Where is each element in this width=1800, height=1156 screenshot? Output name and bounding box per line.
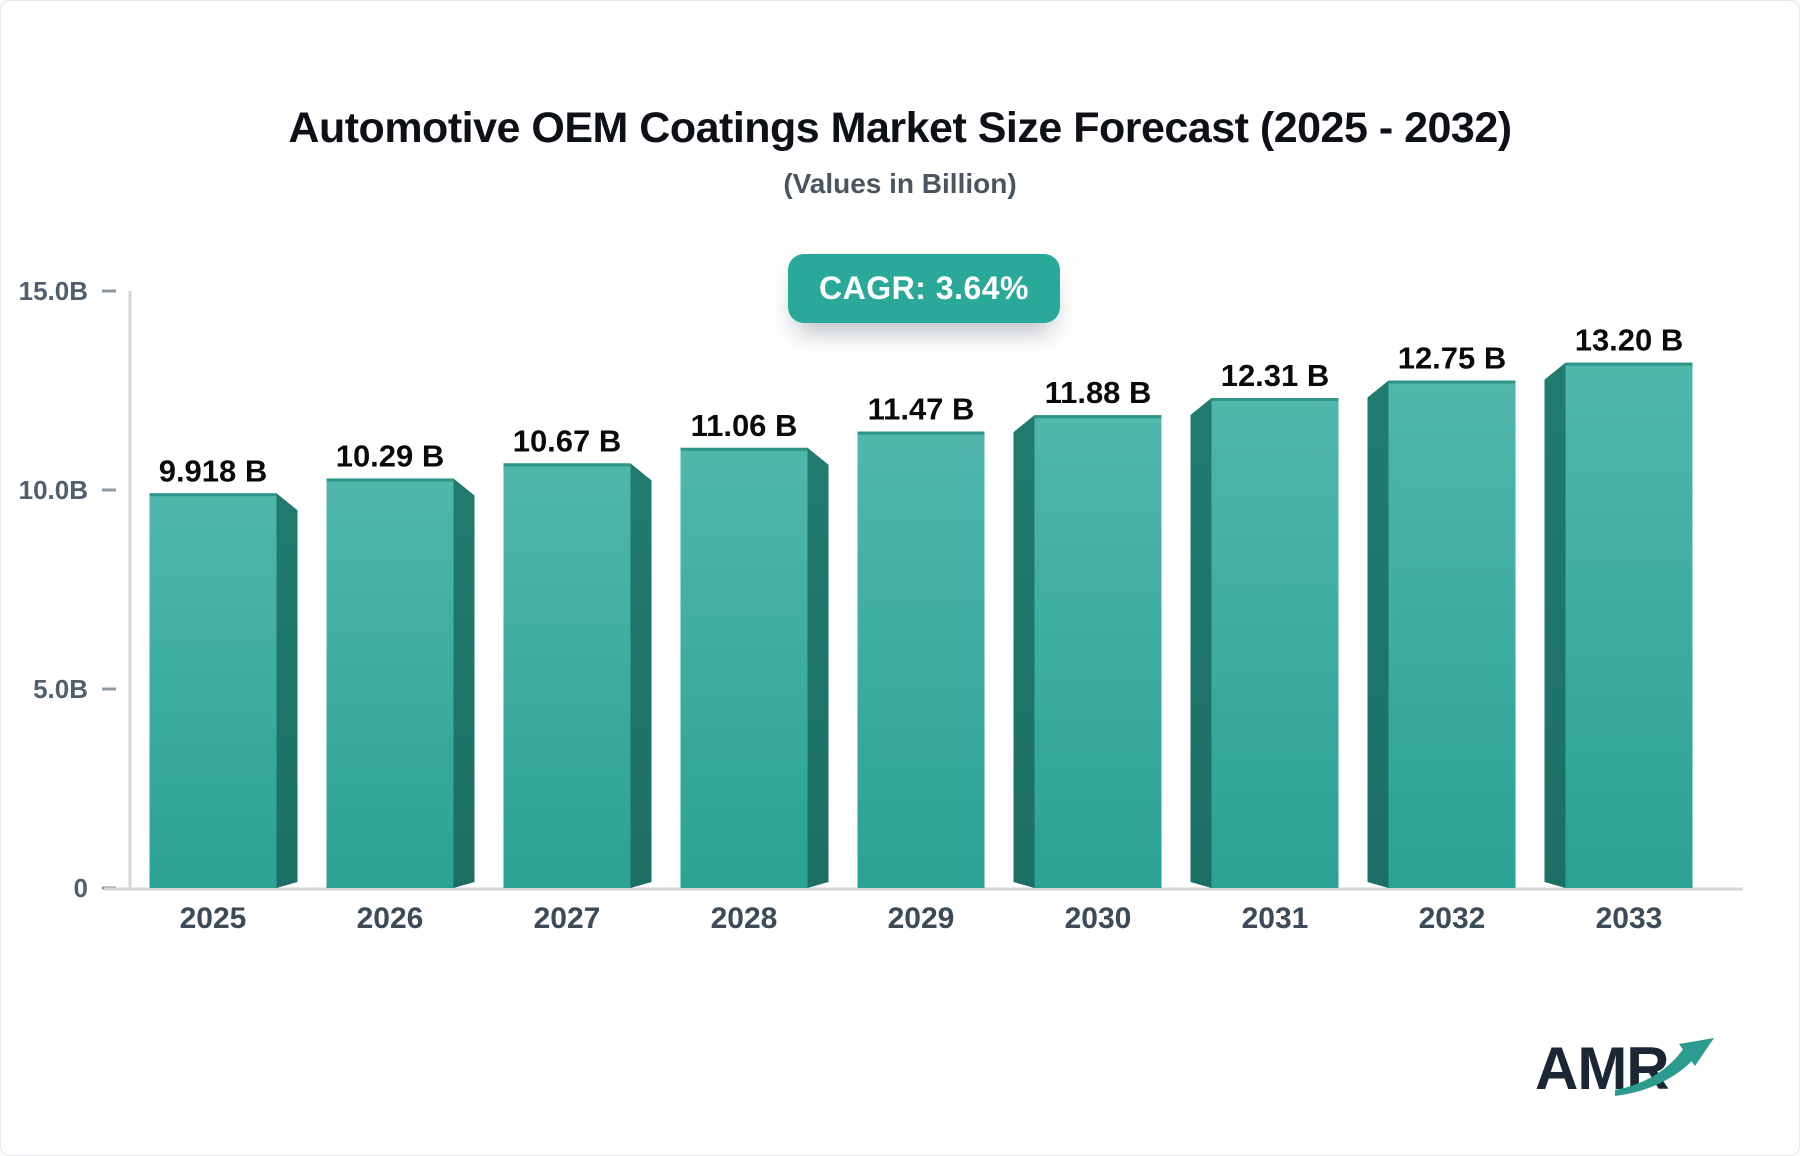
- y-tick-label-10.0B: 10.0B: [19, 475, 88, 505]
- value-label-2029: 11.47 B: [868, 391, 975, 426]
- bar-top-edge-2028: [680, 447, 808, 451]
- category-label-2026: 2026: [357, 902, 424, 935]
- bar-2029: [857, 431, 985, 888]
- bar-2028: [680, 447, 808, 888]
- bar-2027: [503, 463, 631, 888]
- bar-2026: [326, 478, 454, 888]
- y-tick-label-15.0B: 15.0B: [19, 276, 88, 306]
- y-tick-label-5.0B: 5.0B: [33, 674, 88, 704]
- bar-side-2027: [630, 463, 652, 888]
- cagr-badge: CAGR: 3.64%: [788, 254, 1060, 323]
- bar-top-edge-2029: [857, 431, 985, 435]
- category-label-2031: 2031: [1242, 902, 1309, 935]
- category-label-2032: 2032: [1419, 902, 1486, 935]
- value-label-2028: 11.06 B: [691, 408, 798, 443]
- value-label-2033: 13.20 B: [1575, 323, 1684, 358]
- bar-top-edge-2025: [149, 493, 277, 497]
- chart-subtitle: (Values in Billion): [783, 168, 1017, 199]
- bar-side-2025: [276, 493, 298, 888]
- value-label-2025: 9.918 B: [159, 453, 268, 488]
- value-label-2031: 12.31 B: [1221, 358, 1330, 393]
- value-label-2026: 10.29 B: [336, 438, 445, 473]
- bar-top-edge-2032: [1388, 380, 1516, 384]
- cagr-badge-label: CAGR: 3.64%: [819, 270, 1029, 306]
- bar-2033: [1565, 362, 1693, 888]
- bar-2025: [149, 493, 277, 888]
- value-label-2032: 12.75 B: [1398, 341, 1507, 376]
- bar-side-2026: [453, 478, 475, 888]
- growth-arrow-icon: [1615, 1038, 1714, 1096]
- bar-top-edge-2033: [1565, 362, 1693, 366]
- bar-side-2030: [1013, 415, 1035, 888]
- bar-side-2028: [807, 447, 829, 888]
- bar-2032: [1388, 380, 1516, 888]
- bar-2031: [1211, 398, 1339, 888]
- value-label-2030: 11.88 B: [1045, 375, 1152, 410]
- category-label-2027: 2027: [534, 902, 601, 935]
- bar-top-edge-2031: [1211, 398, 1339, 402]
- category-label-2025: 2025: [180, 902, 247, 935]
- y-tick-label-0: 0: [74, 873, 88, 903]
- amr-logo: AMR: [1535, 1038, 1715, 1108]
- bar-side-2032: [1367, 380, 1389, 888]
- category-label-2033: 2033: [1596, 902, 1663, 935]
- amr-logo-text: AMR: [1535, 1035, 1670, 1102]
- category-label-2029: 2029: [888, 902, 955, 935]
- bar-top-edge-2026: [326, 478, 454, 482]
- bar-side-2031: [1190, 398, 1212, 888]
- bar-2030: [1034, 415, 1162, 888]
- value-label-2027: 10.67 B: [513, 423, 622, 458]
- bar-side-2033: [1544, 362, 1566, 888]
- bar-top-edge-2030: [1034, 415, 1162, 419]
- chart-title: Automotive OEM Coatings Market Size Fore…: [288, 104, 1512, 152]
- category-label-2028: 2028: [711, 902, 778, 935]
- bar-top-edge-2027: [503, 463, 631, 467]
- category-label-2030: 2030: [1065, 902, 1132, 935]
